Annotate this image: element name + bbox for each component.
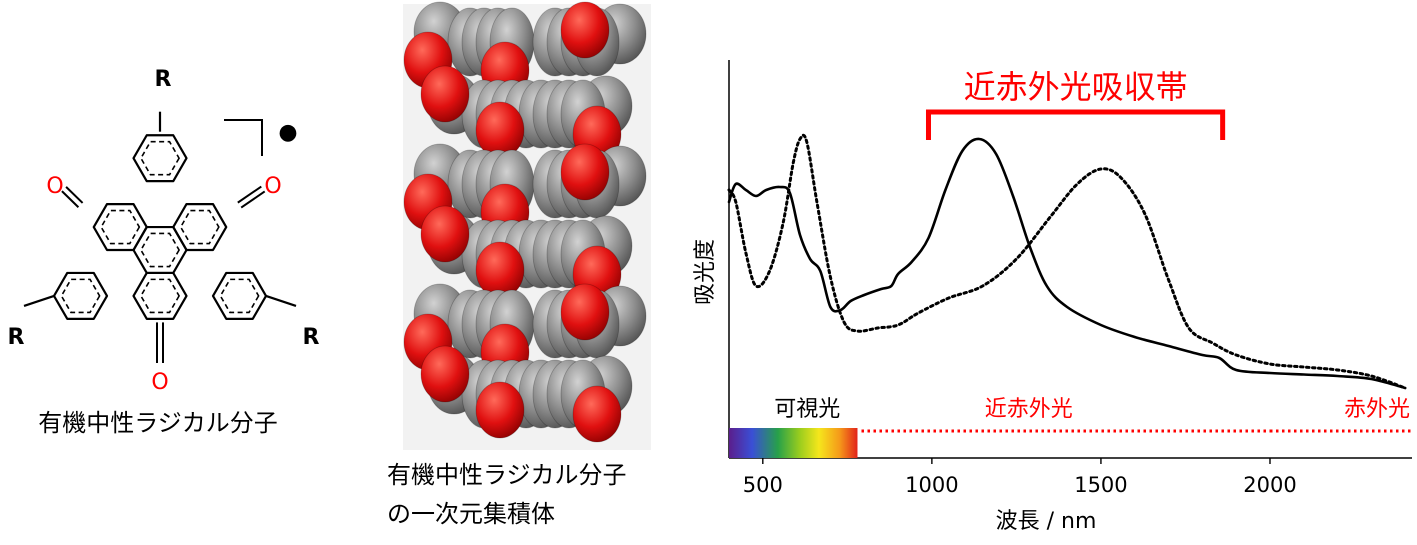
delocalized-bond — [139, 278, 181, 314]
oxygen-atom — [560, 1, 610, 59]
series-line-dotted — [727, 133, 1407, 390]
oxygen-atom — [572, 385, 622, 443]
stack-caption-line2: の一次元集積体 — [387, 500, 555, 528]
x-tick-label: 1000 — [905, 473, 958, 497]
absorption-spectrum-chart: 吸光度 500 1000 1500 2000 波長 / nm 近赤外光吸収帯 可視光 近… — [693, 60, 1412, 534]
region-label-infrared: 赤外光 — [1344, 397, 1410, 422]
x-axis-label: 波長 / nm — [996, 509, 1097, 534]
oxygen-atom — [420, 65, 470, 123]
oxygen-atom — [475, 101, 525, 159]
ring-bond — [132, 134, 188, 183]
nir-band-bracket — [925, 109, 1226, 140]
stack-spheres — [403, 1, 647, 443]
delocalized-bond — [219, 278, 260, 314]
r-bond-left — [23, 294, 55, 307]
ring-bond — [92, 203, 148, 252]
radical-bracket — [224, 119, 263, 156]
delocalized-bond — [60, 278, 101, 314]
ring-bond — [132, 271, 188, 320]
series-line-solid — [727, 137, 1407, 390]
delocalized-bond — [139, 140, 181, 176]
x-tick-label: 2000 — [1243, 473, 1296, 497]
ring-bond — [211, 271, 268, 320]
oxygen-label-right: O — [264, 174, 281, 199]
carbonyl-bond-left — [61, 190, 80, 208]
x-axis-ticks: 500 1000 1500 2000 — [743, 458, 1297, 497]
molecule-bonds — [23, 111, 297, 363]
substituent-label-left: R — [8, 325, 25, 350]
region-label-near-infrared: 近赤外光 — [985, 397, 1073, 422]
delocalized-bond — [100, 209, 141, 245]
delocalized-bond — [139, 232, 181, 268]
molecular-stack-image: 有機中性ラジカル分子 の一次元集積体 — [387, 1, 651, 528]
nir-band-annotation: 近赤外光吸収帯 — [925, 68, 1226, 140]
radical-dot: ● — [278, 120, 297, 145]
wavelength-regions: 可視光 近赤外光 赤外光 — [729, 397, 1412, 458]
x-tick-label: 500 — [743, 473, 783, 497]
carbonyl-bond-right — [237, 185, 262, 204]
r-bond-right — [265, 294, 297, 307]
stack-caption-line1: 有機中性ラジカル分子 — [387, 461, 627, 489]
oxygen-atom — [560, 143, 610, 201]
ring-bond — [172, 203, 228, 252]
oxygen-atom — [560, 283, 610, 341]
visible-spectrum-bar — [729, 428, 858, 458]
oxygen-atom — [475, 381, 525, 439]
x-tick-label: 1500 — [1074, 473, 1127, 497]
carbonyl-bond-left — [65, 186, 84, 204]
oxygen-atom — [420, 205, 470, 263]
delocalized-bond — [179, 209, 220, 245]
substituent-label-right: R — [303, 325, 320, 350]
region-label-visible: 可視光 — [774, 397, 840, 422]
oxygen-atom — [475, 241, 525, 299]
oxygen-label-left: O — [46, 174, 63, 199]
y-axis-label: 吸光度 — [693, 239, 718, 305]
series-layer — [727, 133, 1407, 390]
oxygen-label-bottom: O — [151, 370, 168, 395]
substituent-label-top: R — [155, 67, 172, 92]
molecule-caption: 有機中性ラジカル分子 — [38, 409, 278, 437]
nir-band-label: 近赤外光吸収帯 — [964, 68, 1188, 106]
molecule-structure: R R R O O O ● 有機中性ラジカル分子 — [8, 67, 320, 437]
oxygen-atom — [420, 345, 470, 403]
carbonyl-bond-right — [240, 190, 266, 209]
